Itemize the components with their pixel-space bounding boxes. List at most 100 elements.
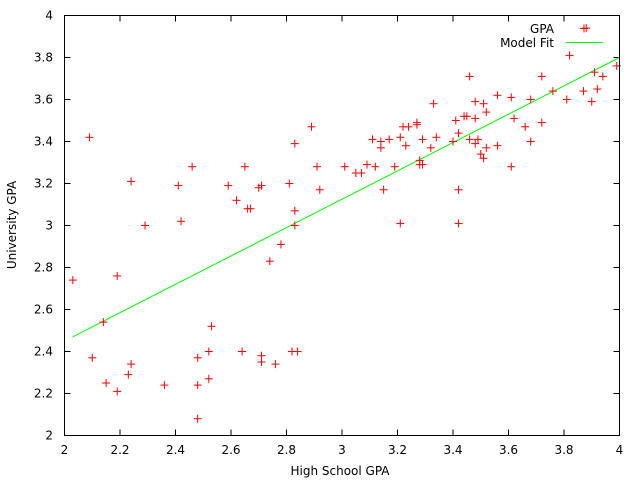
legend-label-gpa: GPA: [530, 22, 555, 36]
data-point: [113, 387, 122, 396]
data-point: [493, 141, 502, 150]
axis-ticks: 2 2.2 2.4 2.6 2.8 3 3.2 3.4 3.6 3.8 4 2 2.2 2.4 2.6 2.8…: [34, 9, 623, 458]
data-point: [404, 122, 413, 131]
data-point: [290, 221, 299, 230]
data-point: [510, 114, 519, 123]
data-point: [521, 122, 530, 131]
data-point: [418, 160, 427, 169]
y-tick-label: 3.2: [34, 177, 53, 191]
legend-marker-gpa: [580, 24, 588, 33]
data-point: [565, 51, 574, 60]
x-tick-label: 3.4: [443, 443, 462, 457]
data-point: [562, 95, 571, 104]
data-point: [526, 137, 535, 146]
data-point: [465, 72, 474, 81]
y-tick-label: 2.4: [34, 345, 53, 359]
data-point: [471, 114, 480, 123]
x-tick-label: 2: [61, 443, 69, 457]
data-point: [493, 91, 502, 100]
data-point: [451, 116, 460, 125]
data-point: [193, 381, 202, 390]
x-tick-label: 2.8: [277, 443, 296, 457]
data-point: [454, 185, 463, 194]
data-point: [238, 347, 247, 356]
y-tick-label: 2.8: [34, 261, 53, 275]
data-point: [99, 318, 108, 327]
y-tick-label: 3.4: [34, 135, 53, 149]
data-point: [193, 414, 202, 423]
data-point: [124, 370, 133, 379]
y-tick-label: 3.6: [34, 93, 53, 107]
data-point: [127, 360, 136, 369]
data-point: [362, 160, 371, 169]
data-point: [548, 87, 557, 96]
data-point: [85, 133, 94, 142]
data-point: [376, 137, 385, 146]
data-point: [88, 353, 97, 362]
data-point: [257, 358, 266, 366]
data-point: [140, 221, 149, 230]
data-point: [293, 347, 302, 356]
data-point: [204, 347, 213, 356]
data-point: [315, 185, 324, 194]
data-point: [537, 118, 546, 127]
x-tick-label: 4: [616, 443, 624, 457]
data-point: [224, 181, 233, 190]
data-point: [368, 135, 377, 144]
gpa-points-series: [68, 24, 621, 423]
data-point: [127, 177, 136, 186]
data-point: [271, 360, 280, 369]
data-point: [204, 374, 213, 383]
legend: GPA Model Fit: [500, 22, 603, 50]
data-point: [401, 141, 410, 150]
x-axis-label: High School GPA: [290, 464, 390, 478]
y-axis-label: University GPA: [5, 180, 19, 269]
x-tick-label: 2.4: [166, 443, 185, 457]
data-point: [257, 181, 266, 190]
data-point: [473, 135, 482, 144]
data-point: [507, 162, 516, 171]
data-point: [432, 133, 441, 142]
data-point: [482, 108, 491, 117]
legend-label-model-fit: Model Fit: [500, 36, 554, 50]
data-point: [482, 143, 491, 152]
data-point: [526, 95, 535, 104]
data-point: [412, 118, 421, 127]
data-point: [465, 135, 474, 144]
y-tick-label: 2.6: [34, 303, 53, 317]
data-point: [429, 99, 438, 108]
data-point: [188, 162, 197, 171]
data-point: [471, 139, 480, 148]
data-point: [276, 240, 285, 249]
data-point: [385, 135, 394, 144]
x-tick-label: 3.8: [554, 443, 573, 457]
data-point: [290, 206, 299, 215]
y-tick-label: 3: [45, 219, 53, 233]
data-point: [587, 97, 596, 106]
data-point: [593, 85, 602, 93]
x-tick-label: 2.6: [221, 443, 240, 457]
model-fit-series: [72, 57, 620, 338]
data-point: [396, 219, 405, 228]
data-point: [471, 97, 480, 106]
data-point: [113, 271, 122, 280]
y-tick-label: 4: [45, 9, 53, 23]
data-point: [207, 322, 216, 331]
data-point: [174, 181, 183, 190]
data-point: [102, 379, 111, 387]
data-point: [390, 162, 399, 171]
x-tick-label: 3.6: [499, 443, 518, 457]
data-point: [246, 204, 255, 213]
data-point: [379, 185, 388, 194]
data-point: [476, 150, 485, 159]
data-point: [193, 353, 202, 362]
data-point: [307, 122, 316, 131]
data-point: [313, 162, 322, 171]
data-point: [357, 169, 366, 177]
data-point: [479, 99, 488, 108]
x-tick-label: 3.2: [388, 443, 407, 457]
y-tick-label: 2: [45, 429, 53, 443]
data-point: [598, 72, 607, 81]
